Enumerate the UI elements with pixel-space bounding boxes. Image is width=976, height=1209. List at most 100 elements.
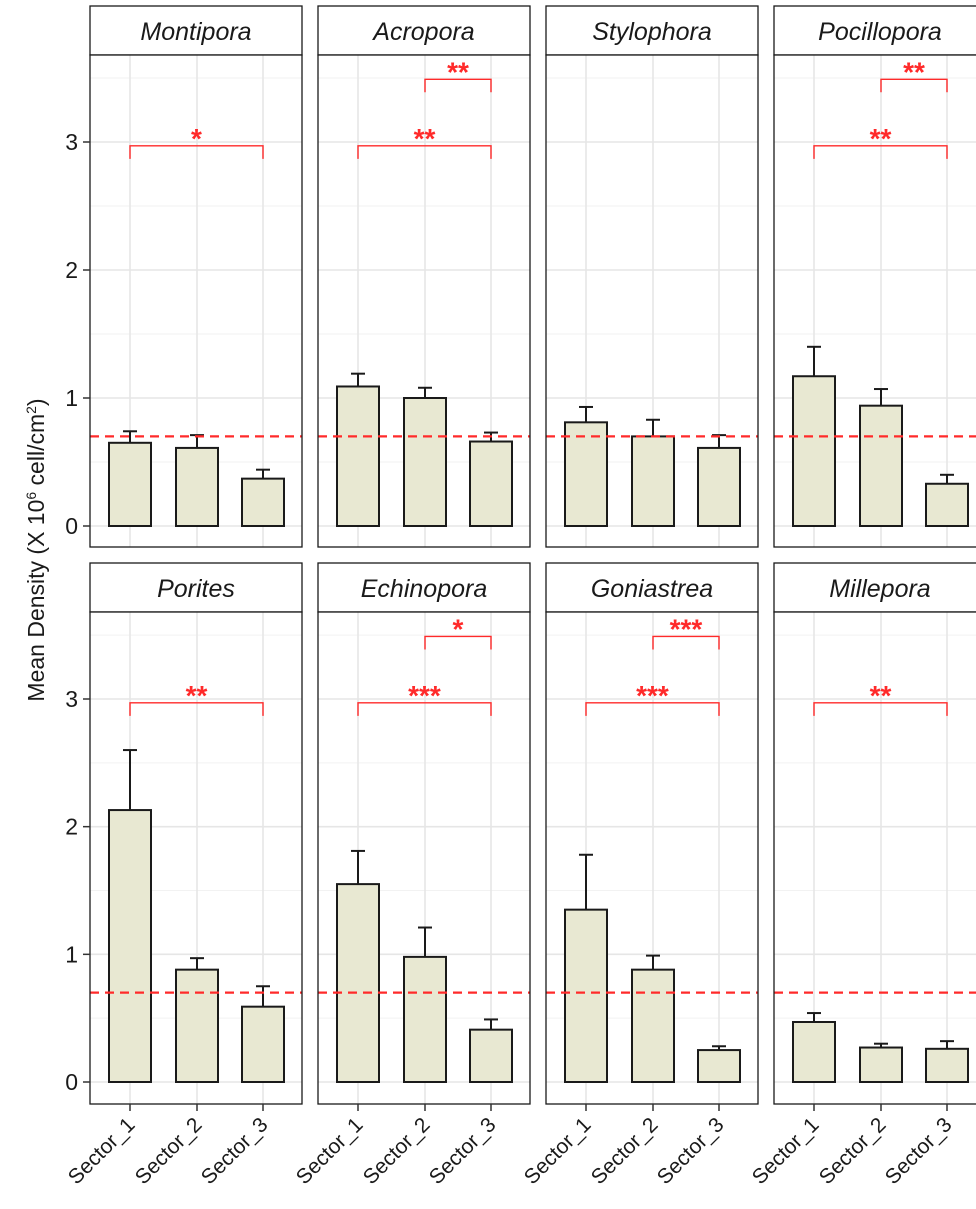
- facet-strip: [317, 562, 531, 613]
- x-tick-label: Sector_3: [197, 1113, 273, 1189]
- panel-border: [545, 54, 759, 548]
- significance-bracket: [357, 702, 492, 716]
- x-tick-label: Sector_2: [587, 1113, 663, 1189]
- facet-strip-label: Porites: [157, 575, 235, 603]
- facet-panel-montipora: Montipora * 0 1 2 3: [65, 5, 303, 548]
- y-axis-label: Mean Density (X 106 cell/cm2): [23, 398, 49, 701]
- facet-strip-label: Millepora: [829, 575, 931, 603]
- bar: [175, 446, 219, 528]
- facet-strip-label: Echinopora: [361, 575, 488, 603]
- facet-strip: [89, 5, 303, 56]
- significance-bracket: [652, 635, 720, 650]
- significance-bracket: [357, 145, 492, 159]
- x-tick-label: Sector_2: [815, 1113, 891, 1189]
- significance-label: *: [453, 613, 464, 644]
- facet-strip-label: Stylophora: [592, 18, 712, 46]
- facet-panel-acropora: Acropora ** **: [317, 5, 531, 548]
- bar: [108, 809, 152, 1083]
- bar: [792, 1020, 836, 1083]
- bar: [469, 1028, 513, 1083]
- bar: [336, 385, 380, 528]
- significance-bracket: [424, 78, 492, 93]
- bar: [631, 968, 675, 1083]
- bar: [631, 435, 675, 527]
- bar: [697, 1049, 741, 1084]
- y-tick-label: 3: [65, 129, 78, 155]
- bar: [241, 477, 285, 528]
- significance-label: **: [870, 123, 892, 154]
- x-tick-label: Sector_2: [359, 1113, 435, 1189]
- y-axis-label-prefix: Mean Density (X 10: [23, 500, 49, 702]
- panel-border: [317, 611, 531, 1105]
- y-axis-label-middle: cell/cm: [23, 414, 49, 492]
- significance-label: **: [447, 56, 469, 87]
- panel-border: [89, 611, 303, 1105]
- facet-strip-label: Montipora: [140, 18, 251, 46]
- significance-label: ***: [670, 613, 703, 644]
- panel-border: [773, 611, 976, 1105]
- facet-strip-label: Goniastrea: [591, 575, 713, 603]
- bar: [564, 908, 608, 1084]
- bar: [792, 375, 836, 527]
- x-tick-label: Sector_3: [425, 1113, 501, 1189]
- bar: [336, 883, 380, 1083]
- significance-label: **: [903, 56, 925, 87]
- panel-border: [545, 611, 759, 1105]
- significance-label: **: [186, 680, 208, 711]
- facet-strip: [545, 5, 759, 56]
- x-tick-label: Sector_3: [653, 1113, 729, 1189]
- y-axis-label-exp1: 6: [23, 492, 39, 500]
- bar: [469, 440, 513, 527]
- x-tick-label: Sector_3: [881, 1113, 957, 1189]
- facet-strip-label: Acropora: [371, 18, 475, 46]
- bar: [403, 955, 447, 1083]
- y-tick-label: 0: [65, 1069, 78, 1095]
- x-tick-label: Sector_1: [748, 1113, 824, 1189]
- facet-strip-label: Pocillopora: [818, 18, 942, 46]
- bar: [564, 421, 608, 528]
- bar: [925, 482, 969, 528]
- facet-strip: [317, 5, 531, 56]
- bar: [175, 968, 219, 1083]
- significance-label: ***: [408, 680, 441, 711]
- bar: [859, 1046, 903, 1084]
- y-tick-label: 2: [65, 814, 78, 840]
- x-tick-label: Sector_1: [520, 1113, 596, 1189]
- y-tick-label: 0: [65, 513, 78, 539]
- y-axis-label-suffix: ): [23, 398, 49, 406]
- facet-strip: [89, 562, 303, 613]
- bar: [108, 441, 152, 527]
- panel-border: [773, 54, 976, 548]
- facet-panel-stylophora: Stylophora: [545, 5, 759, 548]
- facet-panel-pocillopora: Pocillopora ** **: [773, 5, 976, 548]
- x-tick-label: Sector_2: [131, 1113, 207, 1189]
- y-tick-label: 2: [65, 257, 78, 283]
- significance-bracket: [424, 635, 492, 650]
- significance-label: **: [414, 123, 436, 154]
- significance-bracket: [129, 702, 264, 716]
- significance-bracket: [585, 702, 720, 716]
- bar: [697, 446, 741, 528]
- panel-border: [317, 54, 531, 548]
- y-tick-label: 1: [65, 385, 78, 411]
- y-tick-label: 3: [65, 686, 78, 712]
- significance-bracket: [813, 702, 948, 716]
- y-tick-label: 1: [65, 941, 78, 967]
- facet-strip: [773, 5, 976, 56]
- y-axis-label-exp2: 2: [23, 406, 39, 414]
- x-tick-label: Sector_1: [64, 1113, 140, 1189]
- x-tick-label: Sector_1: [292, 1113, 368, 1189]
- significance-label: **: [870, 680, 892, 711]
- bar: [403, 397, 447, 527]
- significance-label: *: [191, 123, 202, 154]
- facet-strip: [545, 562, 759, 613]
- significance-bracket: [129, 145, 264, 159]
- significance-label: ***: [636, 680, 669, 711]
- significance-bracket: [813, 145, 948, 159]
